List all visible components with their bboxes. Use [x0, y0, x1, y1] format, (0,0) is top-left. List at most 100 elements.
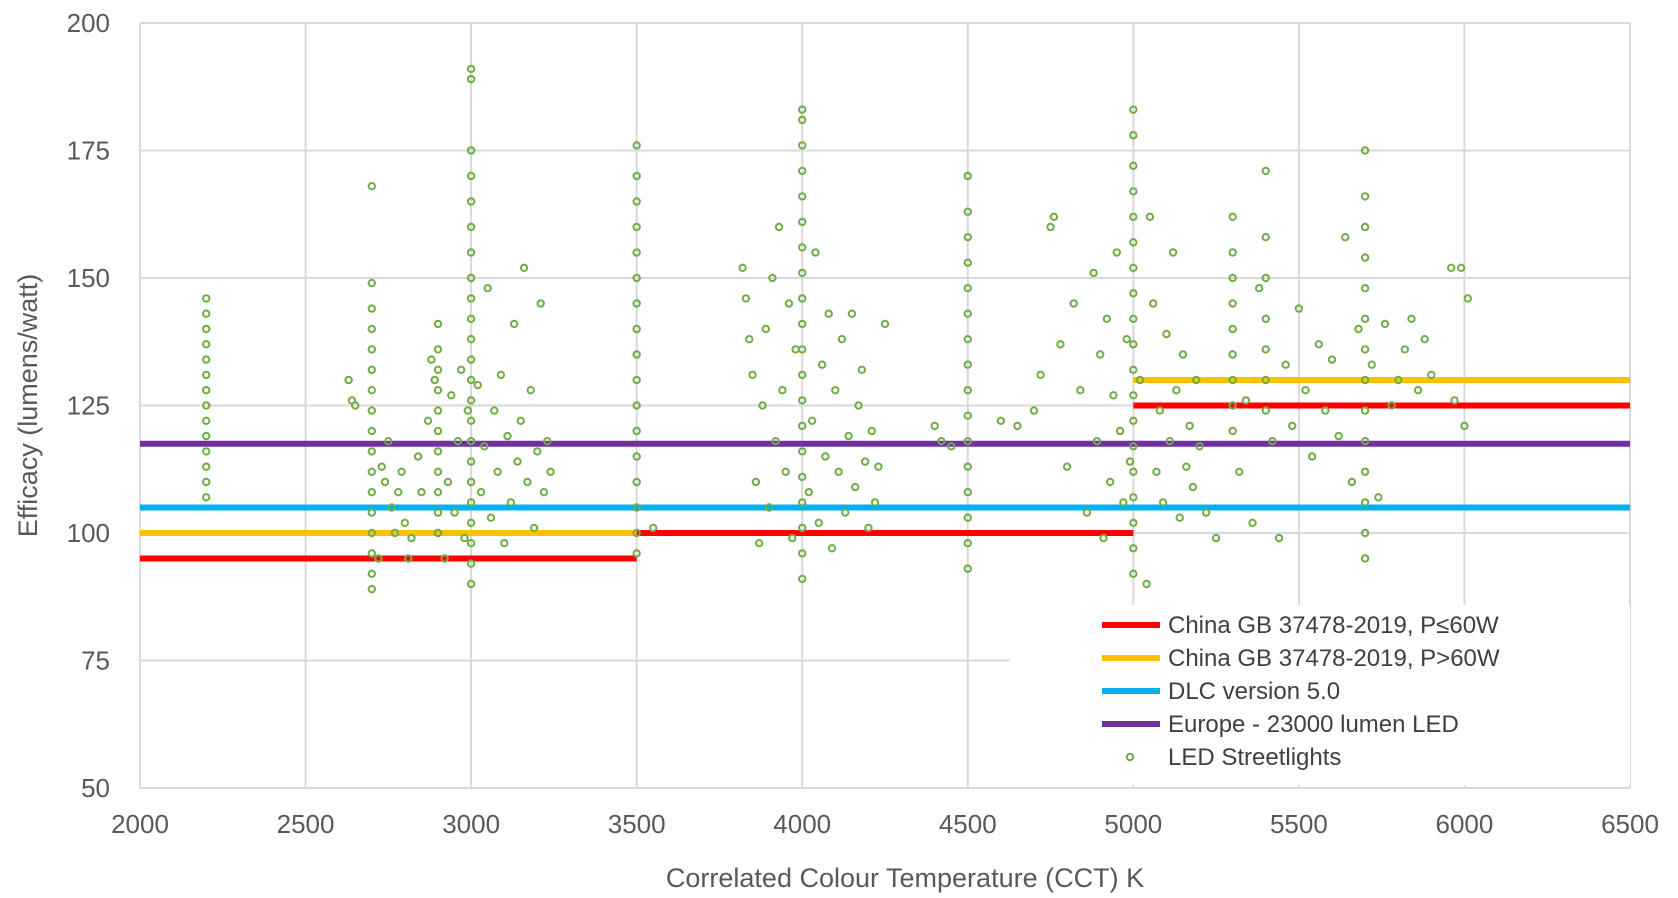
- data-point: [466, 222, 476, 232]
- data-point: [784, 299, 794, 308]
- data-point: [423, 416, 433, 425]
- data-point: [963, 386, 972, 395]
- x-tick-label: 4000: [773, 809, 831, 839]
- data-point: [1129, 212, 1138, 222]
- data-point: [202, 493, 211, 502]
- data-point: [963, 411, 972, 420]
- data-point: [1142, 579, 1151, 589]
- data-point: [1149, 299, 1158, 308]
- data-point: [493, 467, 502, 476]
- data-point: [486, 513, 496, 522]
- data-point: [1129, 518, 1138, 527]
- data-point: [1360, 437, 1370, 446]
- data-point: [367, 324, 376, 334]
- data-point: [632, 324, 641, 334]
- data-point: [632, 350, 641, 359]
- data-point: [963, 539, 972, 548]
- data-point: [433, 386, 443, 395]
- data-point: [506, 498, 516, 507]
- data-point: [1115, 426, 1125, 436]
- data-point: [963, 462, 972, 471]
- data-point: [1294, 304, 1304, 313]
- data-point: [1162, 329, 1171, 339]
- data-point: [351, 401, 360, 410]
- data-point: [1407, 314, 1416, 323]
- data-point: [1119, 498, 1128, 507]
- data-point: [1347, 477, 1357, 487]
- data-point: [774, 222, 784, 232]
- data-point: [798, 217, 807, 227]
- data-point: [202, 416, 211, 425]
- data-point: [1261, 166, 1270, 176]
- data-point: [748, 370, 757, 380]
- data-point: [741, 294, 751, 303]
- data-point: [798, 294, 807, 303]
- data-point: [963, 360, 972, 369]
- data-point: [632, 248, 641, 257]
- data-point: [1178, 350, 1188, 359]
- data-point: [1360, 528, 1370, 538]
- data-point: [1360, 314, 1370, 323]
- data-point: [430, 375, 439, 385]
- x-axis-title: Correlated Colour Temperature (CCT) K: [666, 863, 1144, 893]
- y-tick-label: 50: [81, 773, 110, 803]
- data-point: [539, 488, 549, 497]
- y-tick-label: 100: [67, 518, 110, 548]
- data-point: [367, 278, 376, 288]
- data-point: [824, 309, 833, 318]
- data-point: [500, 539, 509, 548]
- data-point: [1135, 375, 1145, 385]
- data-point: [1096, 350, 1105, 359]
- data-point: [1360, 284, 1370, 293]
- data-point: [1288, 421, 1297, 431]
- data-point: [367, 508, 376, 517]
- data-point: [473, 380, 482, 390]
- data-point: [202, 324, 211, 334]
- data-point: [963, 335, 972, 344]
- data-point: [738, 263, 747, 272]
- data-point: [367, 406, 376, 415]
- data-point: [1261, 406, 1270, 415]
- data-point: [202, 294, 211, 303]
- data-point: [367, 426, 376, 436]
- data-point: [1129, 161, 1138, 171]
- data-point: [202, 477, 211, 487]
- axes: 50 75 100 125 150 175 200 2000 2500 3000 3500 4000 4…: [67, 8, 1659, 839]
- data-point: [798, 549, 807, 558]
- data-point: [1456, 263, 1466, 272]
- data-point: [427, 355, 436, 364]
- data-point: [1129, 467, 1138, 476]
- data-point: [963, 437, 972, 446]
- data-point: [1254, 284, 1264, 293]
- data-point: [814, 518, 823, 527]
- data-point: [466, 355, 476, 364]
- data-point: [394, 488, 403, 497]
- data-point: [367, 365, 376, 374]
- data-point: [440, 554, 449, 563]
- data-point: [632, 426, 641, 436]
- data-point: [1400, 345, 1410, 354]
- data-point: [367, 345, 376, 354]
- data-point: [798, 345, 807, 354]
- data-point: [963, 233, 972, 242]
- data-point: [453, 437, 463, 446]
- data-point: [754, 539, 764, 548]
- data-point: [1374, 493, 1383, 502]
- data-point: [1307, 452, 1317, 461]
- data-point: [851, 482, 860, 492]
- data-point: [1092, 437, 1102, 446]
- data-point: [1129, 131, 1138, 140]
- data-point: [443, 477, 453, 487]
- data-point: [1394, 375, 1403, 385]
- data-point: [374, 554, 383, 563]
- data-point: [546, 467, 555, 476]
- data-point: [1099, 533, 1108, 543]
- data-point: [1354, 324, 1363, 334]
- data-point: [529, 523, 539, 533]
- data-point: [1261, 233, 1270, 242]
- data-point: [466, 375, 476, 385]
- data-point: [1360, 554, 1370, 563]
- data-point: [466, 457, 476, 466]
- data-point: [1129, 314, 1138, 323]
